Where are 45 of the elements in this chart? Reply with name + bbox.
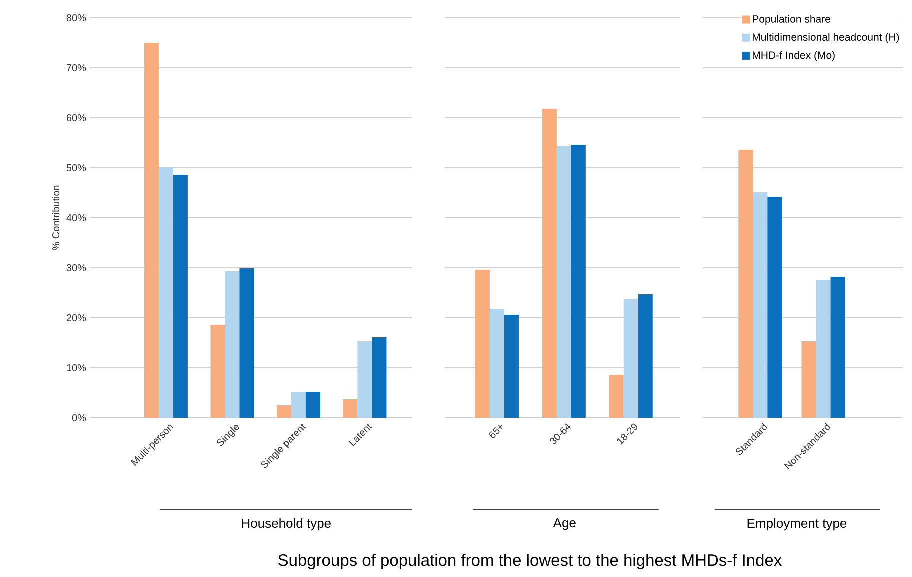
bar (571, 144, 586, 418)
x-axis-title: Employment type (748, 518, 847, 531)
x-axis-title: Age (553, 518, 576, 530)
legend-label: Population share (753, 15, 830, 25)
legend-label: Multidimensional headcount (H) (753, 33, 900, 44)
bar (768, 196, 782, 418)
bar (343, 399, 358, 418)
y-tick-label: 70% (66, 64, 86, 72)
y-tick-label: 20% (66, 314, 86, 322)
bar (504, 314, 519, 418)
bar (276, 405, 292, 418)
bar (556, 146, 572, 418)
bar (225, 271, 240, 418)
legend-label: MHD-f Index (Mo) (753, 51, 835, 62)
text: Subgroups of population from the lowest to the highest MHDs-f Index (278, 554, 782, 570)
bar (490, 308, 504, 418)
y-tick-label: 30% (66, 264, 86, 272)
bar (144, 42, 159, 418)
bar (816, 280, 831, 418)
bar (624, 298, 638, 418)
bar (358, 341, 372, 418)
bar (240, 268, 254, 418)
bar (638, 294, 653, 418)
bar (475, 270, 490, 418)
y-tick-label: 60% (66, 114, 86, 122)
bar (173, 174, 188, 418)
y-axis-title: % Contribution (52, 186, 60, 250)
bar (306, 392, 320, 418)
bar (609, 374, 624, 418)
bar (372, 337, 387, 418)
x-tick-label: 65+ (490, 425, 503, 438)
bar (542, 108, 557, 418)
y-tick-label: 80% (66, 14, 86, 22)
y-tick-label: 10% (67, 364, 86, 372)
y-tick-label: 50% (66, 164, 86, 172)
bar (291, 392, 306, 418)
bar (753, 192, 768, 418)
bar (210, 324, 226, 418)
bar (158, 167, 174, 418)
x-axis-title: Household type (242, 518, 331, 531)
bar (802, 341, 816, 418)
y-tick-label: 40% (66, 214, 86, 222)
y-tick-label: 0% (72, 414, 86, 422)
bar (738, 150, 754, 418)
bar (830, 276, 846, 418)
